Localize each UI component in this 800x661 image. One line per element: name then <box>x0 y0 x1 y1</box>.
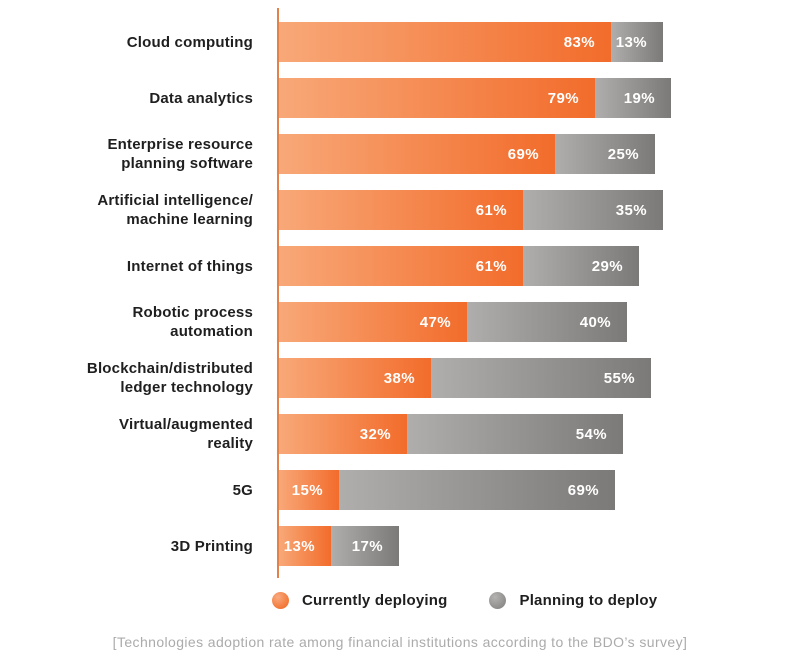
legend-label: Currently deploying <box>302 591 448 609</box>
value-label-planning-to-deploy: 29% <box>591 257 623 275</box>
value-label-planning-to-deploy: 35% <box>615 201 647 219</box>
orange-circle-icon <box>272 591 289 609</box>
y-axis-line <box>277 8 279 578</box>
bar-segment-currently-deploying: 79% <box>279 78 595 118</box>
bar-segment-currently-deploying: 32% <box>279 414 407 454</box>
bar-track: 61% 35% <box>279 190 663 230</box>
value-label-planning-to-deploy: 69% <box>567 481 599 499</box>
bar-segment-currently-deploying: 15% <box>279 470 339 510</box>
bar-segment-currently-deploying: 83% <box>279 22 611 62</box>
value-label-planning-to-deploy: 13% <box>615 33 647 51</box>
chart-row: 3D Printing 13% 17% <box>0 526 671 566</box>
value-label-currently-deploying: 47% <box>419 313 451 331</box>
value-label-currently-deploying: 83% <box>563 33 595 51</box>
legend-item-planning-to-deploy: Planning to deploy <box>489 591 658 609</box>
value-label-currently-deploying: 79% <box>547 89 579 107</box>
legend-label: Planning to deploy <box>519 591 658 609</box>
bar-segment-planning-to-deploy: 69% <box>339 470 615 510</box>
bar-segment-currently-deploying: 69% <box>279 134 555 174</box>
legend: Currently deploying Planning to deploy <box>272 586 657 614</box>
chart-row: Internet of things 61% 29% <box>0 246 671 286</box>
value-label-planning-to-deploy: 40% <box>579 313 611 331</box>
chart-row: 5G 15% 69% <box>0 470 671 510</box>
chart-row: Robotic process automation 47% 40% <box>0 302 671 342</box>
bar-segment-planning-to-deploy: 54% <box>407 414 623 454</box>
legend-item-currently-deploying: Currently deploying <box>272 591 448 609</box>
category-label: Blockchain/distributed ledger technology <box>86 360 253 396</box>
value-label-planning-to-deploy: 25% <box>607 145 639 163</box>
category-label: Data analytics <box>149 89 253 107</box>
bar-track: 79% 19% <box>279 78 671 118</box>
category-label: Cloud computing <box>126 33 253 51</box>
bar-segment-planning-to-deploy: 29% <box>523 246 639 286</box>
bar-segment-currently-deploying: 38% <box>279 358 431 398</box>
bar-track: 15% 69% <box>279 470 615 510</box>
gray-circle-icon <box>489 591 507 609</box>
value-label-planning-to-deploy: 19% <box>623 89 655 107</box>
bar-segment-currently-deploying: 61% <box>279 246 523 286</box>
chart-row: Cloud computing 83% 13% <box>0 22 671 62</box>
value-label-currently-deploying: 61% <box>475 201 507 219</box>
value-label-planning-to-deploy: 54% <box>575 425 607 443</box>
bar-track: 32% 54% <box>279 414 623 454</box>
value-label-currently-deploying: 13% <box>283 537 315 555</box>
chart-row: Blockchain/distributed ledger technology … <box>0 358 671 398</box>
bar-track: 47% 40% <box>279 302 627 342</box>
bar-segment-planning-to-deploy: 13% <box>611 22 663 62</box>
bar-segment-planning-to-deploy: 17% <box>331 526 399 566</box>
chart-row: Artificial intelligence/machine learning… <box>0 190 671 230</box>
bar-segment-currently-deploying: 13% <box>279 526 331 566</box>
chart-rows: Cloud computing 83% 13% Data analytics 7… <box>0 22 671 566</box>
chart-row: Virtual/augmented reality 32% 54% <box>0 414 671 454</box>
category-label: Enterprise resource planning software <box>107 136 253 172</box>
value-label-planning-to-deploy: 55% <box>603 369 635 387</box>
bar-segment-planning-to-deploy: 40% <box>467 302 627 342</box>
chart-row: Data analytics 79% 19% <box>0 78 671 118</box>
category-label: Robotic process automation <box>132 304 253 340</box>
value-label-currently-deploying: 15% <box>291 481 323 499</box>
bar-segment-planning-to-deploy: 19% <box>595 78 671 118</box>
category-label: Virtual/augmented reality <box>119 416 253 452</box>
value-label-currently-deploying: 32% <box>359 425 391 443</box>
bar-track: 38% 55% <box>279 358 651 398</box>
value-label-currently-deploying: 69% <box>507 145 539 163</box>
category-label: Artificial intelligence/machine learning <box>97 192 253 228</box>
bar-segment-planning-to-deploy: 25% <box>555 134 655 174</box>
bar-segment-currently-deploying: 47% <box>279 302 467 342</box>
bar-segment-currently-deploying: 61% <box>279 190 523 230</box>
value-label-currently-deploying: 61% <box>475 257 507 275</box>
category-label: 3D Printing <box>170 537 253 555</box>
figure-caption: [Technologies adoption rate among financ… <box>112 634 688 650</box>
category-label: 5G <box>232 481 253 499</box>
value-label-planning-to-deploy: 17% <box>351 537 383 555</box>
bar-track: 69% 25% <box>279 134 655 174</box>
category-label: Internet of things <box>126 257 253 275</box>
bar-track: 83% 13% <box>279 22 663 62</box>
bar-track: 61% 29% <box>279 246 639 286</box>
bar-segment-planning-to-deploy: 35% <box>523 190 663 230</box>
bar-segment-planning-to-deploy: 55% <box>431 358 651 398</box>
value-label-currently-deploying: 38% <box>383 369 415 387</box>
bar-track: 13% 17% <box>279 526 399 566</box>
chart-row: Enterprise resource planning software 69%… <box>0 134 671 174</box>
